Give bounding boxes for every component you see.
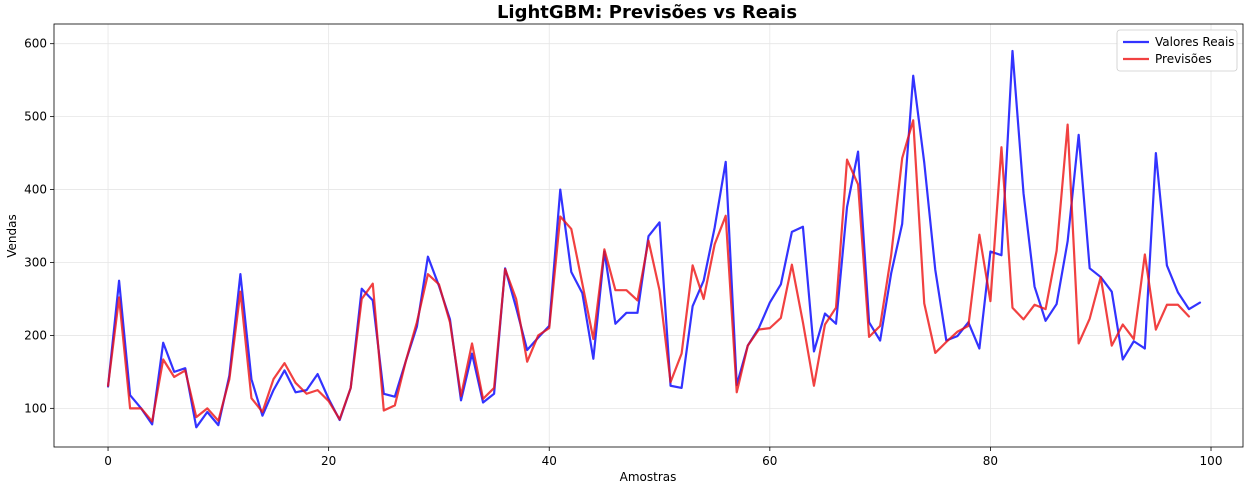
axis-ticks: 0 20 40 60 80 100 100 200 300 400 500 600: [24, 37, 1222, 468]
x-tick-label: 60: [762, 454, 777, 468]
y-tick-label: 200: [24, 328, 47, 342]
y-axis-label: Vendas: [5, 214, 19, 258]
x-tick-label: 20: [321, 454, 336, 468]
chart-title: LightGBM: Previsões vs Reais: [497, 2, 797, 23]
legend-box: [1116, 29, 1238, 72]
y-tick-label: 500: [24, 110, 47, 124]
series-lines: [106, 49, 1202, 429]
grid: [54, 24, 1243, 447]
plot-frame: [53, 23, 1244, 448]
y-tick-label: 400: [24, 183, 47, 197]
x-tick-label: 100: [1200, 454, 1223, 468]
x-tick-label: 0: [104, 454, 112, 468]
legend-label-reais: Valores Reais: [1155, 35, 1235, 49]
legend-label-previsoes: Previsões: [1155, 52, 1212, 66]
x-tick-label: 80: [983, 454, 998, 468]
y-tick-label: 100: [24, 401, 47, 415]
y-tick-label: 300: [24, 255, 47, 269]
x-axis-label: Amostras: [620, 470, 677, 484]
y-tick-label: 600: [24, 37, 47, 51]
x-tick-label: 40: [542, 454, 557, 468]
series-line-valores-reais: [106, 49, 1202, 429]
legend: Valores Reais Previsões: [1116, 29, 1238, 72]
series-line-previsoes: [106, 119, 1191, 423]
